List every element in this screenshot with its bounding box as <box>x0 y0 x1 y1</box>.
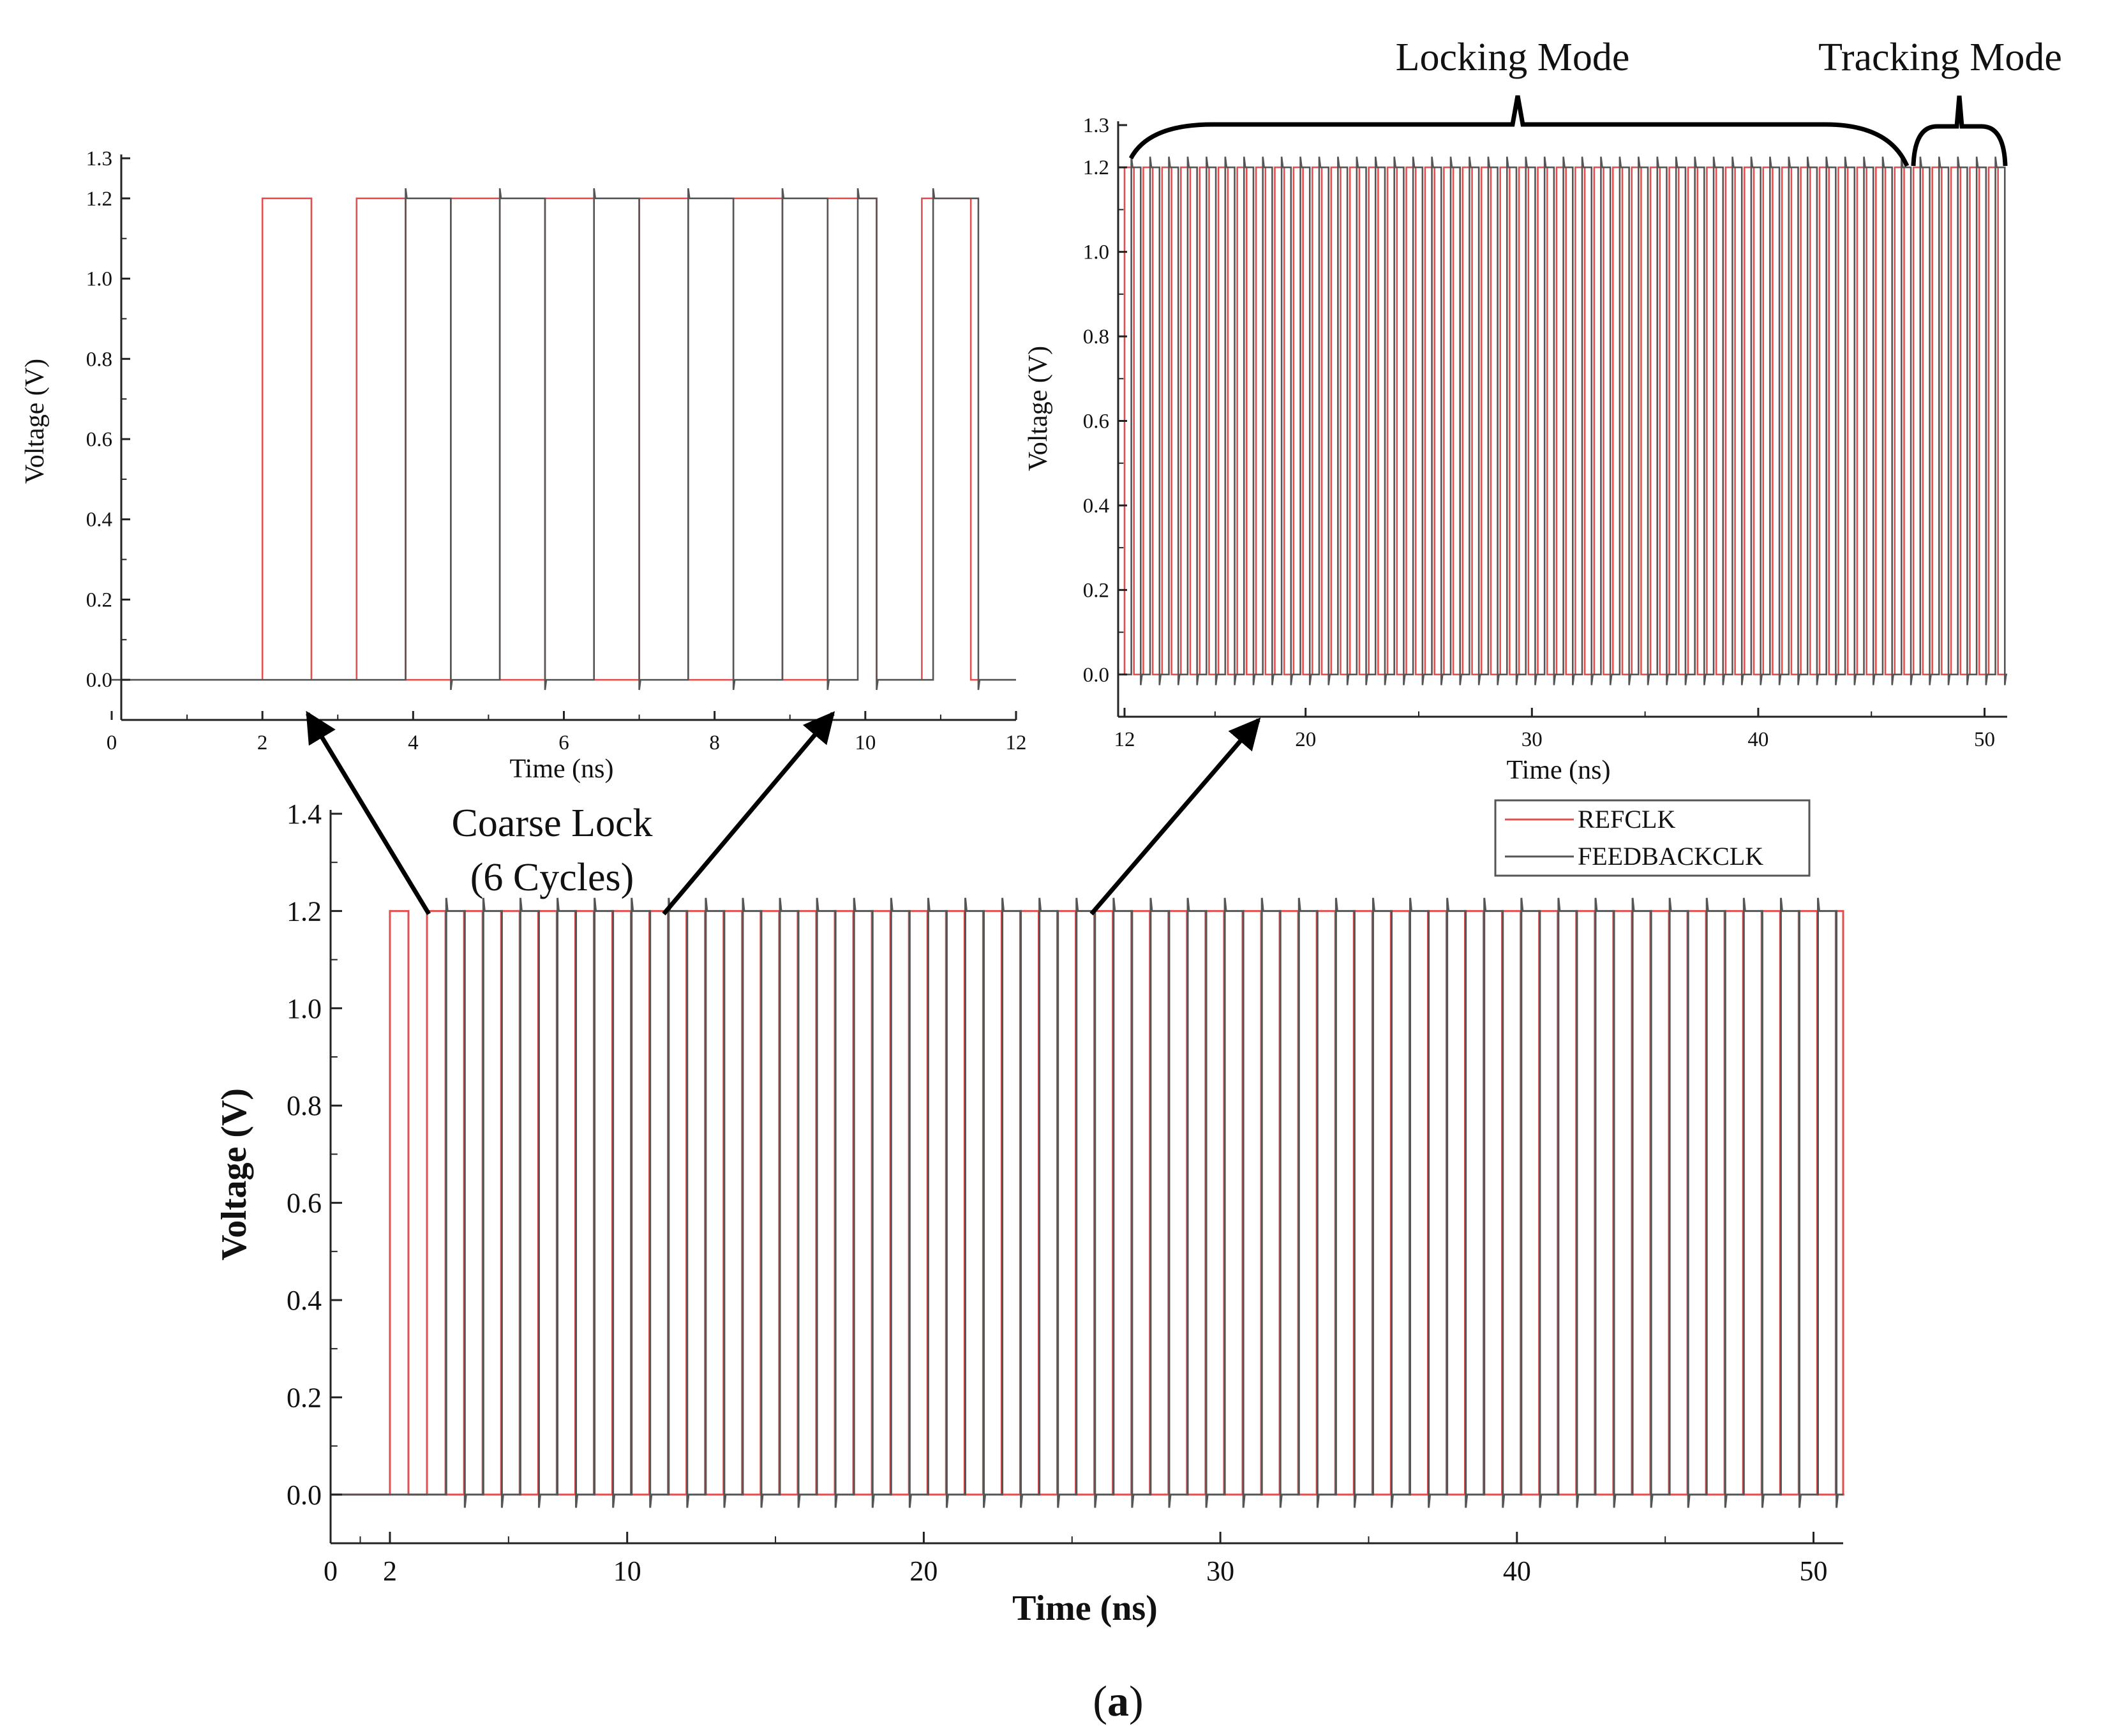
legend: REFCLK FEEDBACKCLK <box>1494 799 1811 877</box>
main-y-tick-label: 1.2 <box>287 895 322 927</box>
main-series <box>331 897 1844 1508</box>
inset-left-x-tick-label: 8 <box>709 731 720 754</box>
inset-left-x-tick-label: 10 <box>855 731 876 754</box>
inset-right-y-tick-label: 0.0 <box>1083 664 1109 687</box>
main-y-tick-label: 0.8 <box>287 1090 322 1121</box>
tracking-mode-brace <box>1911 95 2008 167</box>
main-x-tick-label: 10 <box>613 1555 641 1587</box>
main-y-tick-label: 0.2 <box>287 1382 322 1413</box>
inset-left-x-tick-label: 12 <box>1006 731 1027 754</box>
legend-fb-label: FEEDBACKCLK <box>1578 842 1763 871</box>
legend-box <box>1494 799 1811 877</box>
main-x-tick-label: 50 <box>1800 1555 1828 1587</box>
main-axes: 0.0 0.2 0.4 0.6 0.8 1.0 1.2 1.4 0 2 10 20 30 40 50 <box>287 798 1843 1587</box>
inset-left-x-tick-label: 4 <box>408 731 419 754</box>
inset-left-y-axis-label: Voltage (V) <box>20 359 50 484</box>
inset-left-x-tick-label: 6 <box>558 731 569 754</box>
main-x-tick-label: 20 <box>909 1555 938 1587</box>
inset-right-series-refclk <box>1123 166 2007 676</box>
inset-right-x-tick-label: 30 <box>1522 728 1543 751</box>
inset-right-y-tick-label: 1.2 <box>1083 156 1109 179</box>
tracking-mode-label: Tracking Mode <box>1818 36 2062 79</box>
locking-mode-label: Locking Mode <box>1396 36 1630 79</box>
inset-left-y-tick-label: 0.6 <box>86 428 112 451</box>
main-x-tick-label: 2 <box>383 1555 397 1587</box>
inset-left-series-refclk <box>112 197 1016 681</box>
inset-left-series-feedbackclk <box>112 188 1016 691</box>
main-y-tick-label: 0.4 <box>287 1285 322 1316</box>
arrow-coarse-end <box>662 711 835 916</box>
inset-right-x-tick-label: 50 <box>1974 728 1995 751</box>
coarse-lock-cycles-label: (6 Cycles) <box>470 856 634 899</box>
inset-left-y-tick-label: 1.3 <box>86 147 112 170</box>
main-series-feedbackclk <box>331 897 1843 1508</box>
inset-left-x-tick-label: 2 <box>257 731 268 754</box>
main-y-tick-label: 0.6 <box>287 1188 322 1219</box>
inset-left-y-tick-label: 0.0 <box>86 669 112 692</box>
locking-mode-brace <box>1128 95 1910 167</box>
inset-right-y-tick-label: 0.4 <box>1083 495 1109 518</box>
inset-right-series <box>1123 156 2007 685</box>
inset-right-x-tick-label: 12 <box>1114 728 1135 751</box>
inset-left-plot: 0.0 0.2 0.4 0.6 0.8 1.0 1.2 1.3 0 2 4 6 8 10 12 Time (… <box>20 147 1027 784</box>
inset-right-plot: 0.0 0.2 0.4 0.6 0.8 1.0 1.2 1.3 12 20 30 40 50 Time … <box>1024 114 2007 785</box>
main-x-axis-label: Time (ns) <box>1012 1589 1158 1628</box>
legend-ref-label: REFCLK <box>1578 805 1675 834</box>
inset-right-y-tick-label: 1.0 <box>1083 241 1109 264</box>
inset-right-y-tick-label: 0.8 <box>1083 326 1109 348</box>
inset-left-axes: 0.0 0.2 0.4 0.6 0.8 1.0 1.2 1.3 0 2 4 6 8 10 12 <box>86 147 1027 754</box>
inset-right-x-tick-label: 20 <box>1295 728 1316 751</box>
figure-caption: (a) <box>1093 1677 1143 1725</box>
inset-left-y-tick-label: 1.2 <box>86 188 112 211</box>
inset-right-y-axis-label: Voltage (V) <box>1024 346 1053 471</box>
inset-left-series <box>112 188 1016 691</box>
main-x-tick-label: 40 <box>1503 1555 1531 1587</box>
inset-right-x-axis-label: Time (ns) <box>1507 756 1611 785</box>
annotations: Locking Mode Tracking Mode Coarse Lock (… <box>306 36 2062 916</box>
inset-right-axes: 0.0 0.2 0.4 0.6 0.8 1.0 1.2 1.3 12 20 30 40 50 <box>1083 114 2007 751</box>
arrow-coarse-start <box>306 710 431 915</box>
inset-right-y-tick-label: 1.3 <box>1083 114 1109 137</box>
inset-left-y-tick-label: 0.2 <box>86 588 112 611</box>
main-y-tick-label: 1.4 <box>287 798 322 830</box>
main-plot: 0.0 0.2 0.4 0.6 0.8 1.0 1.2 1.4 0 2 10 20 30 40 50 Tim… <box>214 798 1844 1628</box>
inset-left-y-tick-label: 0.8 <box>86 348 112 371</box>
inset-left-x-axis-label: Time (ns) <box>510 754 614 784</box>
main-y-tick-label: 1.0 <box>287 993 322 1024</box>
inset-left-x-tick-label: 0 <box>107 731 117 754</box>
inset-right-series-feedbackclk <box>1125 156 2007 685</box>
main-x-tick-label: 0 <box>324 1555 338 1587</box>
inset-left-y-tick-label: 0.4 <box>86 509 112 532</box>
inset-right-x-tick-label: 40 <box>1747 728 1768 751</box>
inset-right-y-tick-label: 0.2 <box>1083 579 1109 602</box>
inset-right-y-tick-label: 0.6 <box>1083 410 1109 433</box>
main-x-tick-label: 30 <box>1206 1555 1234 1587</box>
arrow-locking <box>1089 717 1261 916</box>
main-y-axis-label: Voltage (V) <box>214 1088 254 1261</box>
inset-left-y-tick-label: 1.0 <box>86 268 112 291</box>
coarse-lock-label: Coarse Lock <box>451 802 652 845</box>
main-y-tick-label: 0.0 <box>287 1479 322 1511</box>
